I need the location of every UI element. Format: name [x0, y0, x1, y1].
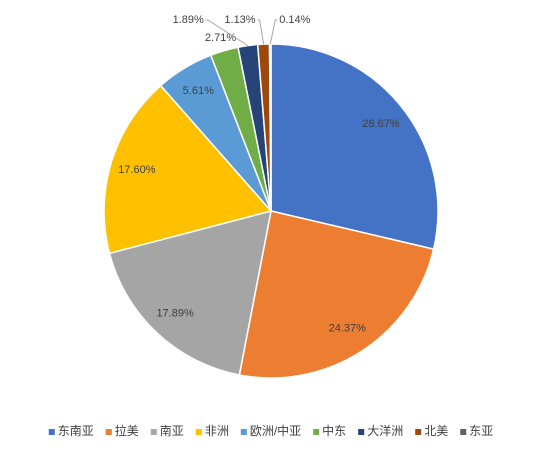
legend-label: 北美	[424, 424, 448, 438]
data-label: 1.13%	[224, 14, 255, 26]
legend-swatch	[460, 429, 467, 435]
data-label: 17.89%	[156, 307, 194, 319]
legend-swatch	[150, 429, 157, 435]
legend-label: 大洋洲	[367, 423, 403, 438]
legend-label: 东亚	[469, 424, 493, 438]
leader-line	[269, 19, 278, 45]
legend-swatch	[105, 429, 112, 435]
legend-label: 南亚	[160, 423, 184, 438]
data-label: 0.14%	[279, 14, 310, 26]
pie-slice	[270, 43, 439, 251]
leader-line	[257, 19, 265, 45]
legend-swatch	[313, 429, 320, 435]
legend-label: 拉美	[115, 423, 139, 438]
pie-slice	[108, 209, 272, 376]
legend-swatch	[240, 429, 247, 435]
data-label: 5.61%	[183, 85, 214, 97]
legend-swatch	[415, 429, 422, 435]
legend-swatch	[195, 429, 202, 435]
data-label: 1.89%	[173, 14, 204, 26]
leader-line	[205, 19, 249, 47]
data-label: 17.60%	[118, 164, 156, 176]
pie-slice	[268, 43, 272, 212]
pie-slice	[103, 84, 273, 255]
legend-label: 欧洲/中亚	[250, 423, 301, 438]
legend-swatch	[358, 429, 365, 435]
legend-label: 中东	[322, 423, 346, 438]
data-label: 2.71%	[205, 32, 236, 44]
legend-label: 非洲	[205, 424, 229, 438]
pie-slice	[238, 210, 435, 379]
data-label: 24.37%	[329, 323, 367, 335]
data-label: 28.67%	[362, 118, 400, 130]
legend-swatch	[48, 429, 55, 435]
legend-label: 东南亚	[58, 423, 94, 438]
legend: 东南亚 拉美 南亚 非洲 欧洲/中亚 中东 大洋洲 北美 东亚	[48, 423, 493, 438]
